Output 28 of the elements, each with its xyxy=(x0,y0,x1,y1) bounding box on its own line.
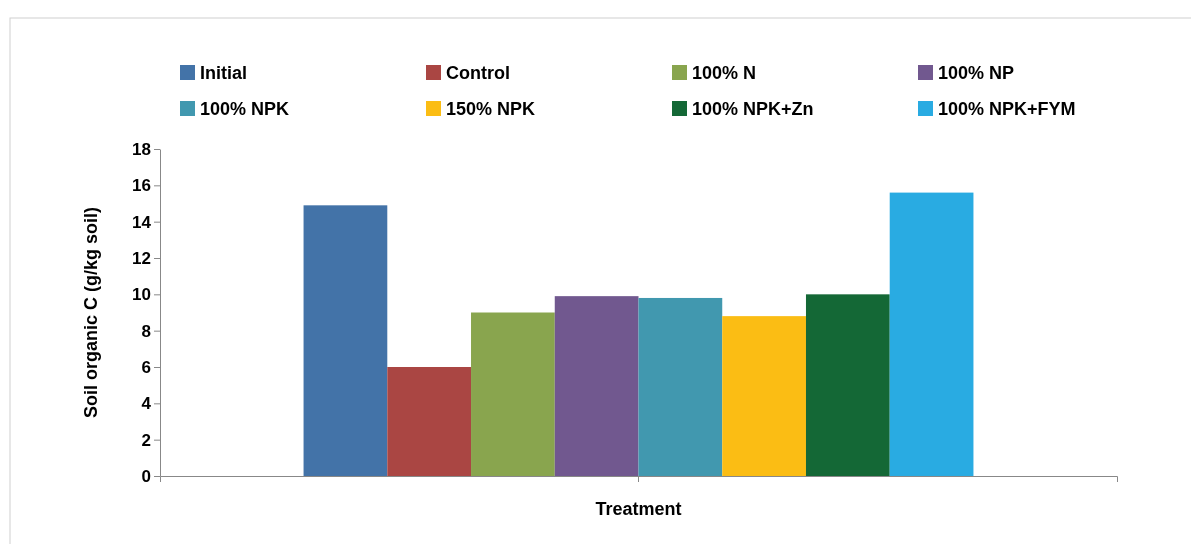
y-tick-label: 4 xyxy=(141,394,152,414)
y-tick-label: 2 xyxy=(141,430,151,450)
legend-label: Initial xyxy=(200,63,248,83)
bar xyxy=(638,297,723,476)
bar xyxy=(722,316,806,476)
legend-label: 100% NP xyxy=(938,63,1015,83)
y-tick-label: 0 xyxy=(141,466,151,486)
legend-label: 100% NPK+FYM xyxy=(938,99,1076,119)
legend-label: 150% NPK xyxy=(446,99,536,119)
bar xyxy=(889,192,974,476)
bar xyxy=(471,312,555,476)
y-axis-title: Soil organic C (g/kg soil) xyxy=(81,206,101,419)
bar xyxy=(387,367,472,476)
y-tick-label: 18 xyxy=(132,139,151,159)
legend-label: 100% N xyxy=(692,63,757,83)
y-tick-label: 12 xyxy=(132,248,151,268)
y-tick-label: 10 xyxy=(132,285,151,305)
bar xyxy=(303,205,388,476)
legend-label: Control xyxy=(446,63,510,83)
y-tick-label: 8 xyxy=(141,321,151,341)
y-tick-label: 16 xyxy=(132,176,151,196)
legend-label: 100% NPK xyxy=(200,99,290,119)
y-tick-label: 14 xyxy=(132,212,152,232)
legend-label: 100% NPK+Zn xyxy=(692,99,814,119)
x-axis-title: Treatment xyxy=(595,499,682,519)
bar xyxy=(805,294,890,476)
y-tick-label: 6 xyxy=(141,357,151,377)
bar xyxy=(554,296,639,476)
